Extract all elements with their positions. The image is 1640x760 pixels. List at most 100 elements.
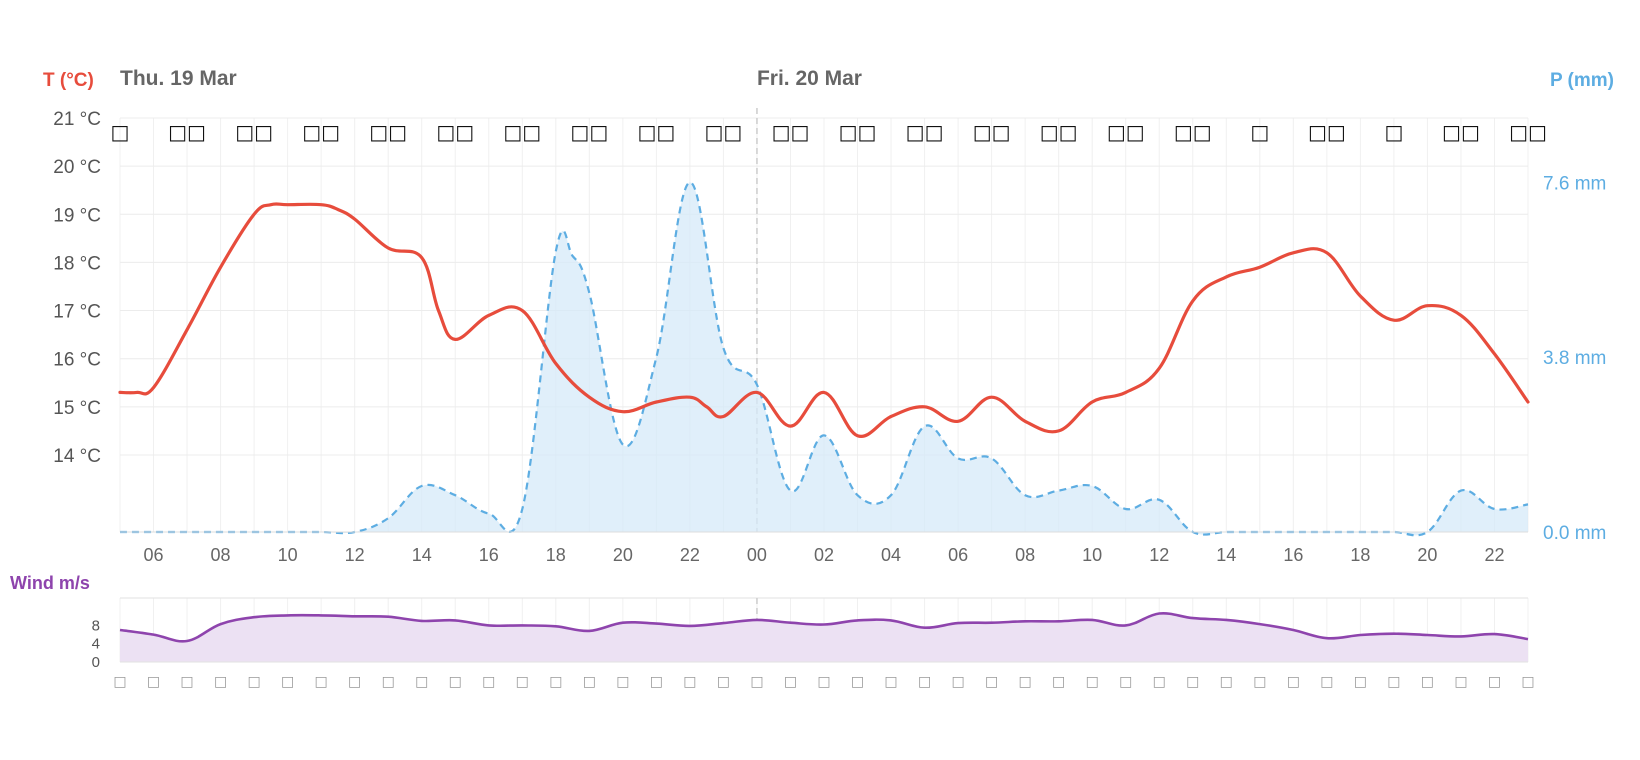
temperature-precip-panel: T (°C) P (mm) Thu. 19 Mar Fri. 20 Mar 14 °C 1… (43, 67, 1614, 565)
weather-icon: □□ (1174, 120, 1212, 144)
wind-direction-icon: □ (1086, 674, 1099, 690)
wind-direction-icon: □ (650, 674, 663, 690)
wind-direction-icon: □ (482, 674, 495, 690)
wind-direction-icon: □ (1186, 674, 1199, 690)
wind-direction-icon: □ (382, 674, 395, 690)
weather-icon: □□ (906, 120, 944, 144)
x-tick-label: 10 (278, 545, 298, 565)
wind-direction-icon: □ (851, 674, 864, 690)
x-tick-label: 12 (1149, 545, 1169, 565)
main-grid (119, 108, 1529, 532)
weather-icon: □ (111, 120, 130, 144)
wind-direction-icon: □ (717, 674, 730, 690)
wind-direction-icon: □ (1354, 674, 1367, 690)
wind-direction-icon: □ (281, 674, 294, 690)
x-tick-label: 22 (680, 545, 700, 565)
left-tick-label: 20 °C (53, 157, 101, 178)
weather-icon: □□ (1107, 120, 1145, 144)
wind-direction-icon: □ (884, 674, 897, 690)
weather-icon: □□ (705, 120, 743, 144)
wind-direction-icon: □ (683, 674, 696, 690)
left-tick-label: 15 °C (53, 398, 101, 419)
weather-icon: □□ (973, 120, 1011, 144)
wind-direction-icon: □ (918, 674, 931, 690)
x-tick-label: 06 (948, 545, 968, 565)
left-tick-label: 17 °C (53, 302, 101, 323)
wind-direction-icon: □ (750, 674, 763, 690)
left-axis-title: T (°C) (43, 70, 94, 91)
weather-icon: □□ (302, 120, 340, 144)
wind-direction-icon: □ (1387, 674, 1400, 690)
wind-direction-icon: □ (180, 674, 193, 690)
weather-icon: □□ (839, 120, 877, 144)
wind-direction-icon: □ (449, 674, 462, 690)
wind-direction-icon: □ (1253, 674, 1266, 690)
weather-icon: □□ (436, 120, 474, 144)
x-tick-label: 14 (1216, 545, 1236, 565)
x-tick-label: 14 (412, 545, 432, 565)
wind-direction-icon: □ (1052, 674, 1065, 690)
left-tick-label: 18 °C (53, 253, 101, 274)
weather-icon: □□ (1308, 120, 1346, 144)
wind-direction-icon: □ (415, 674, 428, 690)
wind-direction-icon: □ (214, 674, 227, 690)
weather-icon: □ (1250, 120, 1269, 144)
weather-icon: □□ (1509, 120, 1547, 144)
weather-icon: □□ (637, 120, 675, 144)
x-tick-label: 12 (345, 545, 365, 565)
wind-direction-icon: □ (516, 674, 529, 690)
wind-direction-icon: □ (1220, 674, 1233, 690)
wind-tick-label: 4 (92, 636, 100, 653)
weather-icon: □□ (772, 120, 810, 144)
main-axes: T (°C) P (mm) Thu. 19 Mar Fri. 20 Mar 14 °C 1… (43, 67, 1614, 565)
wind-direction-icon: □ (1521, 674, 1534, 690)
wind-direction-icon: □ (616, 674, 629, 690)
left-tick-label: 19 °C (53, 205, 101, 226)
wind-direction-icon: □ (1454, 674, 1467, 690)
wind-direction-icon: □ (817, 674, 830, 690)
right-axis-title: P (mm) (1550, 70, 1614, 91)
temperature-line (118, 202, 1530, 438)
x-tick-label: 18 (546, 545, 566, 565)
wind-direction-icon: □ (1019, 674, 1032, 690)
left-tick-label: 16 °C (53, 350, 101, 371)
weather-icon: □□ (369, 120, 407, 144)
wind-direction-icon: □ (147, 674, 160, 690)
x-tick-label: 16 (1283, 545, 1303, 565)
wind-direction-icon: □ (348, 674, 361, 690)
weather-icon: □□ (1040, 120, 1078, 144)
x-tick-label: 06 (144, 545, 164, 565)
wind-direction-icon: □ (985, 674, 998, 690)
x-tick-label: 20 (613, 545, 633, 565)
precipitation-series (120, 181, 1529, 537)
wind-axis-title: Wind m/s (10, 573, 90, 593)
x-tick-label: 04 (881, 545, 901, 565)
wind-direction-icon: □ (113, 674, 126, 690)
weather-symbol-row: □ □□ □□ □□ □□ □□ □□ □□ □□ □□ □□ □□ □□ □□ □□ □□ □□ □ □□ □ □□ □… (111, 120, 1547, 144)
left-tick-label: 14 °C (53, 446, 101, 467)
wind-series (119, 611, 1529, 662)
wind-axes: Wind m/s 04 8 (10, 573, 1528, 671)
x-tick-label: 10 (1082, 545, 1102, 565)
right-tick-label: 7.6 mm (1543, 173, 1606, 194)
wind-direction-icon: □ (583, 674, 596, 690)
weather-icon: □□ (1442, 120, 1480, 144)
wind-direction-icon: □ (784, 674, 797, 690)
weather-icon: □ (1384, 120, 1403, 144)
wind-direction-icon: □ (1153, 674, 1166, 690)
wind-direction-icon: □ (247, 674, 260, 690)
wind-direction-icon: □ (1320, 674, 1333, 690)
wind-tick-label: 8 (92, 617, 100, 634)
wind-direction-icon: □ (951, 674, 964, 690)
temperature-series (118, 202, 1530, 438)
left-tick-label: 21 °C (53, 109, 101, 130)
x-tick-label: 16 (479, 545, 499, 565)
wind-line (119, 611, 1529, 643)
wind-direction-icon: □ (549, 674, 562, 690)
weather-icon: □□ (503, 120, 541, 144)
x-tick-label: 08 (1015, 545, 1035, 565)
wind-area (120, 613, 1528, 662)
day-label: Fri. 20 Mar (757, 67, 862, 90)
